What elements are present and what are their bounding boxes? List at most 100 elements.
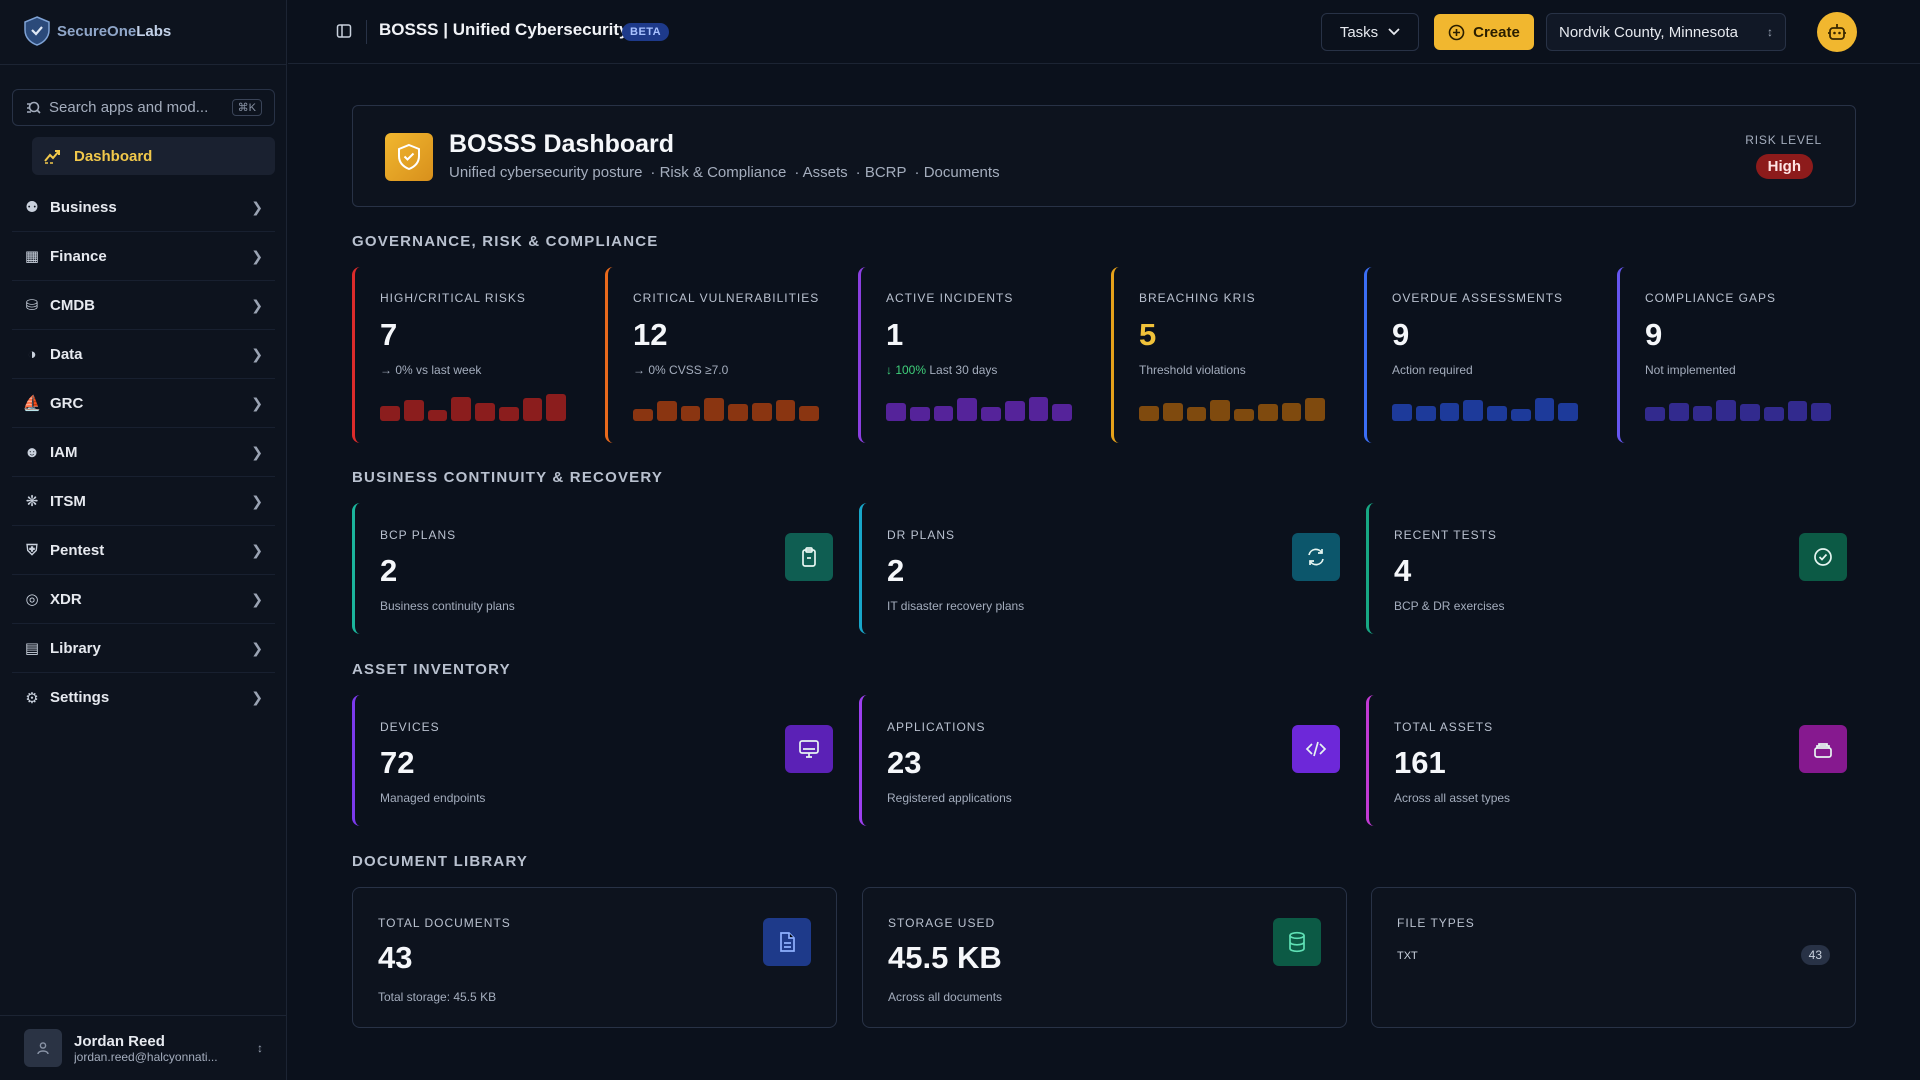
subtitle-link[interactable]: · Assets [794, 164, 848, 181]
stat-card[interactable]: APPLICATIONS 23 Registered applications [859, 695, 1358, 826]
card-label: HIGH/CRITICAL RISKS [380, 291, 526, 305]
card-value: 1 [886, 317, 904, 352]
sparkline-bar [498, 407, 519, 421]
card-value: 5 [1139, 317, 1157, 352]
sparkline-bar [475, 403, 495, 421]
sidebar-item-library[interactable]: ▤ Library ❯ [12, 624, 275, 673]
stat-card[interactable]: DEVICES 72 Managed endpoints [352, 695, 851, 826]
bank-icon: ⛵ [22, 395, 42, 412]
user-menu[interactable]: Jordan Reed jordan.reed@halcyonnati... ↕ [0, 1015, 287, 1080]
sidebar-item-grc[interactable]: ⛵ GRC ❯ [12, 379, 275, 428]
dashboard-hero: BOSSS Dashboard Unified cybersecurity po… [352, 105, 1856, 207]
kpi-card[interactable]: BREACHING KRIS 5 Threshold violations [1111, 267, 1359, 443]
app-title: BOSSS | Unified Cybersecurity [379, 20, 629, 39]
sparkline-bar [1716, 400, 1736, 421]
card-subtext: Registered applications [887, 791, 1012, 805]
sidebar-item-label: ITSM [50, 492, 86, 510]
sidebar-item-business[interactable]: ⚉ Business ❯ [12, 183, 275, 232]
doc-card-total[interactable]: TOTAL DOCUMENTS 43 Total storage: 45.5 K… [352, 887, 837, 1028]
trend-value: → 0% [380, 363, 413, 377]
chevron-right-icon: ❯ [251, 492, 263, 509]
layers-icon [1799, 725, 1847, 773]
beta-badge: BETA [622, 23, 670, 41]
card-subtext-label: Threshold violations [1139, 363, 1246, 377]
stat-card[interactable]: RECENT TESTS 4 BCP & DR exercises [1366, 503, 1865, 634]
tasks-dropdown[interactable]: Tasks [1321, 13, 1419, 51]
create-button[interactable]: Create [1434, 14, 1534, 50]
sparkline-bar [1510, 409, 1531, 421]
sidebar-item-cmdb[interactable]: ⛁ CMDB ❯ [12, 281, 275, 330]
sidebar-item-label: Data [50, 345, 83, 363]
network-icon: ❋ [25, 493, 39, 510]
location-select[interactable]: Nordvik County, Minnesota ↕ [1546, 13, 1786, 51]
sidebar-item-xdr[interactable]: ◎ XDR ❯ [12, 575, 275, 624]
search-input[interactable]: Search apps and mod... ⌘K [12, 89, 275, 126]
sidebar-item-dashboard[interactable]: Dashboard [32, 137, 275, 175]
subtitle-link[interactable]: · Risk & Compliance [650, 164, 787, 181]
sparkline-bar [957, 398, 977, 421]
card-label: DEVICES [380, 720, 440, 734]
sidebar-item-itsm[interactable]: ❋ ITSM ❯ [12, 477, 275, 526]
card-value: 7 [380, 317, 398, 352]
chevron-right-icon: ❯ [251, 198, 263, 215]
shield-check-icon [385, 133, 433, 181]
chevron-right-icon: ❯ [251, 345, 263, 362]
sparkline-bar [1234, 409, 1254, 421]
sparkline [633, 391, 819, 421]
trend-value: ↓ 100% [886, 363, 927, 377]
kpi-card[interactable]: CRITICAL VULNERABILITIES 12 → 0% CVSS ≥7.0 [605, 267, 853, 443]
database-icon [1273, 918, 1321, 966]
sparkline-bar [403, 400, 424, 421]
card-subtext: Across all asset types [1394, 791, 1511, 805]
stat-card[interactable]: TOTAL ASSETS 161 Across all asset types [1366, 695, 1865, 826]
card-subtext-label: Last 30 days [929, 363, 998, 377]
kpi-card[interactable]: ACTIVE INCIDENTS 1 ↓ 100% Last 30 days [858, 267, 1106, 443]
card-label: DR PLANS [887, 528, 956, 542]
kpi-card[interactable]: OVERDUE ASSESSMENTS 9 Action required [1364, 267, 1612, 443]
sparkline-bar [1281, 403, 1302, 421]
sidebar-item-data[interactable]: ◑ Data ❯ [12, 330, 275, 379]
section-title-grc: GOVERNANCE, RISK & COMPLIANCE [352, 233, 659, 250]
card-label: BREACHING KRIS [1139, 291, 1256, 305]
chevron-updown-icon: ↕ [257, 1041, 263, 1055]
sidebar-item-label: Dashboard [74, 147, 153, 165]
card-subtext: ↓ 100% Last 30 days [886, 363, 997, 377]
assistant-button[interactable] [1817, 12, 1857, 52]
sidebar-toggle-icon[interactable] [336, 23, 352, 44]
sparkline-bar [933, 406, 954, 421]
subtitle-link[interactable]: · BCRP [855, 164, 907, 181]
doc-card-storage[interactable]: STORAGE USED 45.5 KB Across all document… [862, 887, 1347, 1028]
section-title-bcr: BUSINESS CONTINUITY & RECOVERY [352, 469, 664, 486]
chevron-right-icon: ❯ [251, 639, 263, 656]
card-subtext: → 0% vs last week [380, 363, 481, 377]
subtitle-link[interactable]: · Documents [914, 164, 1000, 181]
location-value: Nordvik County, Minnesota [1559, 23, 1738, 41]
sparkline-bar [656, 401, 677, 421]
users-icon: ⚉ [25, 199, 39, 216]
search-placeholder: Search apps and mod... [49, 99, 209, 116]
sidebar-item-settings[interactable]: ⚙ Settings ❯ [12, 673, 275, 722]
sparkline-bar [1558, 403, 1578, 421]
sparkline-bar [380, 406, 400, 421]
logo[interactable]: SecureOneLabs [23, 16, 171, 46]
kpi-card[interactable]: HIGH/CRITICAL RISKS 7 → 0% vs last week [352, 267, 600, 443]
divider [366, 20, 367, 44]
sparkline-bar [1787, 401, 1808, 421]
sparkline [1645, 391, 1831, 421]
sparkline-bar [1415, 406, 1436, 421]
sidebar-item-label: Business [50, 198, 117, 216]
kpi-card[interactable]: COMPLIANCE GAPS 9 Not implemented [1617, 267, 1865, 443]
card-subtext: IT disaster recovery plans [887, 599, 1025, 613]
stat-card[interactable]: BCP PLANS 2 Business continuity plans [352, 503, 851, 634]
sidebar-item-iam[interactable]: ☻ IAM ❯ [12, 428, 275, 477]
sparkline-bar [1052, 404, 1072, 421]
sparkline-bar [427, 410, 448, 421]
doc-card-file-types[interactable]: FILE TYPES TXT 43 [1371, 887, 1856, 1028]
sidebar-item-pentest[interactable]: ⛨ Pentest ❯ [12, 526, 275, 575]
chevron-right-icon: ❯ [251, 590, 263, 607]
card-label: ACTIVE INCIDENTS [886, 291, 1014, 305]
sidebar-item-finance[interactable]: ▦ Finance ❯ [12, 232, 275, 281]
sparkline-bar [981, 407, 1001, 421]
risk-level-badge: High [1755, 154, 1813, 179]
stat-card[interactable]: DR PLANS 2 IT disaster recovery plans [859, 503, 1358, 634]
